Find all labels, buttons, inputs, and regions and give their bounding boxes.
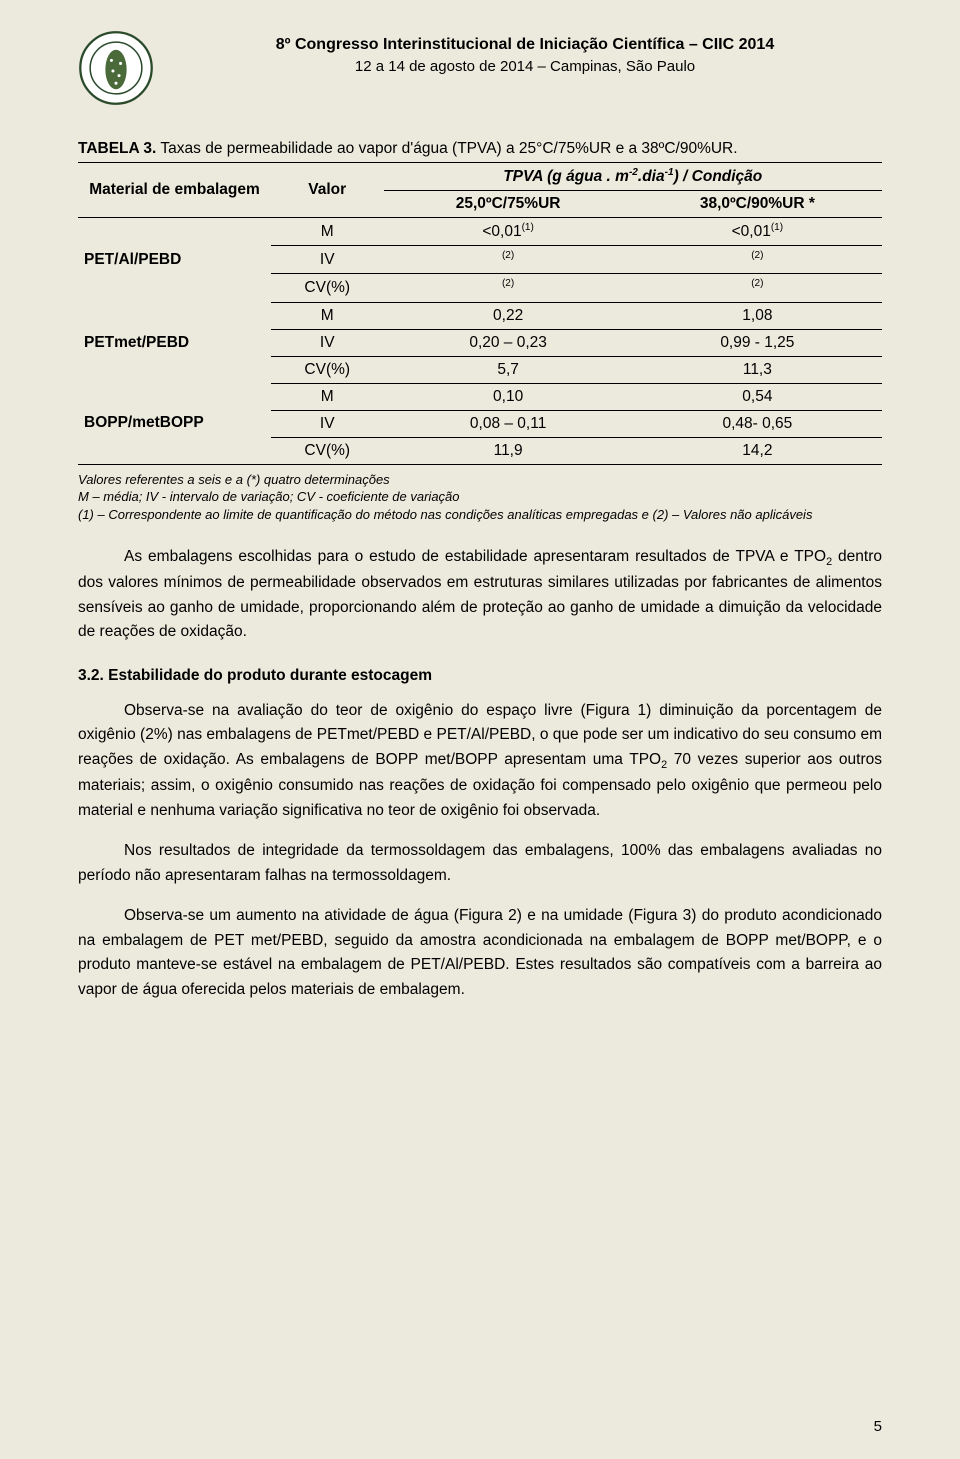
col-25c: 25,0ºC/75%UR <box>456 195 561 212</box>
paragraph: Observa-se um aumento na atividade de ág… <box>78 904 882 1002</box>
table-row: PET/Al/PEBD M <0,01(1) <0,01(1) <box>78 218 882 246</box>
permeability-table: Material de embalagem Valor TPVA (g água… <box>78 162 882 465</box>
col-valor: Valor <box>308 181 346 198</box>
header-subtitle: 12 a 14 de agosto de 2014 – Campinas, Sã… <box>168 58 882 75</box>
col-material: Material de embalagem <box>89 181 260 198</box>
paragraph: As embalagens escolhidas para o estudo d… <box>78 545 882 645</box>
table-row: PETmet/PEBD M 0,22 1,08 <box>78 302 882 329</box>
page-number: 5 <box>874 1418 882 1435</box>
header-title: 8º Congresso Interinstitucional de Inici… <box>168 36 882 54</box>
paragraph: Observa-se na avaliação do teor de oxigê… <box>78 699 882 823</box>
paragraph: Nos resultados de integridade da termoss… <box>78 839 882 888</box>
table-footnotes: Valores referentes a seis e a (*) quatro… <box>78 471 882 524</box>
table-row: BOPP/metBOPP M 0,10 0,54 <box>78 383 882 410</box>
congress-logo-icon <box>78 30 154 106</box>
col-38c: 38,0ºC/90%UR * <box>700 195 815 212</box>
section-heading: 3.2. Estabilidade do produto durante est… <box>78 667 882 685</box>
page-header: 8º Congresso Interinstitucional de Inici… <box>78 30 882 106</box>
table-caption: TABELA 3. Taxas de permeabilidade ao vap… <box>78 140 882 158</box>
col-condition: TPVA (g água . m-2.dia-1) / Condição <box>503 168 762 185</box>
